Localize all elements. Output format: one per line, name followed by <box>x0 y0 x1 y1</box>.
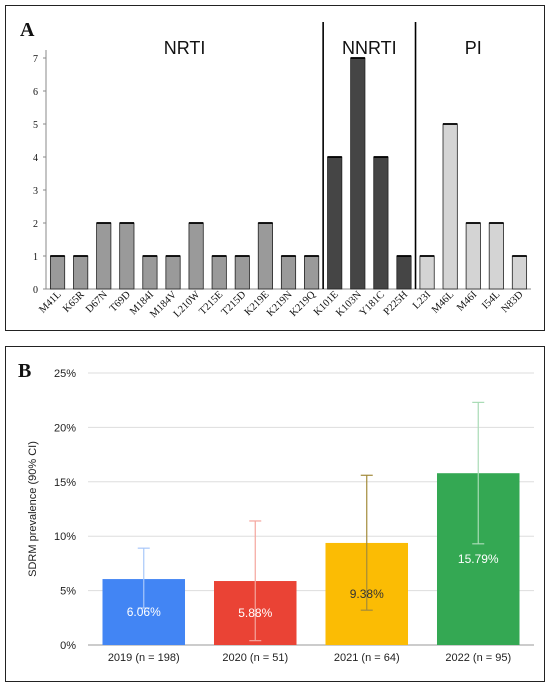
bar <box>465 222 481 290</box>
x-tick-label: M46L <box>430 289 456 315</box>
y-tick-label: 5 <box>33 120 38 131</box>
bar <box>257 222 273 290</box>
y-tick-label: 0% <box>60 640 76 652</box>
y-tick-label: 1 <box>33 252 38 263</box>
bar <box>280 255 297 290</box>
bar <box>49 255 66 290</box>
y-tick-label: 10% <box>54 531 76 543</box>
y-tick-label: 0 <box>33 285 38 296</box>
group-title: PI <box>465 38 482 58</box>
bar <box>234 255 250 290</box>
y-tick-label: 4 <box>33 153 38 164</box>
x-tick-label: N83D <box>500 289 526 315</box>
bar <box>188 222 204 290</box>
data-label: 5.88% <box>238 606 272 620</box>
data-label: 15.79% <box>458 552 499 566</box>
x-tick-label: K65R <box>61 289 87 315</box>
sdrm-prevalence-chart: B 0% 5% 10% 15% 20% 25% SDRM prevalence (90% CI… <box>18 360 534 664</box>
bar <box>511 255 528 290</box>
bar <box>211 255 227 290</box>
x-tick-label: Y181C <box>358 289 387 318</box>
x-tick-label: M41L <box>37 289 63 315</box>
group-title: NRTI <box>164 38 206 58</box>
bar <box>488 222 504 290</box>
x-tick-label: P225H <box>382 289 411 318</box>
y-tick-label: 25% <box>54 368 76 380</box>
x-tick-label: K219Q <box>288 289 318 319</box>
panel-b: B 0% 5% 10% 15% 20% 25% SDRM prevalence (90% CI… <box>5 346 545 682</box>
y-axis-label: SDRM prevalence (90% CI) <box>27 441 39 577</box>
bar <box>73 255 89 290</box>
y-tick-label: 5% <box>60 586 76 598</box>
x-tick-label: L210W <box>172 289 203 320</box>
y-tick-label: 3 <box>33 186 38 197</box>
group-title: NNRTI <box>342 38 397 58</box>
y-tick-label: 2 <box>33 219 38 230</box>
bar <box>419 255 435 290</box>
panel-a: A 0 1 2 3 4 5 6 7 NRTI NNRTI PI M41L K65R D67N T69D M184… <box>5 5 545 331</box>
bar <box>442 123 458 290</box>
x-tick-label: 2021 (n = 64) <box>334 652 400 664</box>
bar <box>350 57 366 290</box>
x-tick-label: 2022 (n = 95) <box>445 652 511 664</box>
y-tick-label: 6 <box>33 87 38 98</box>
bar <box>304 255 320 290</box>
y-tick-label: 20% <box>54 422 76 434</box>
x-tick-label: T215D <box>220 289 249 318</box>
data-label: 6.06% <box>127 605 161 619</box>
x-tick-label: 2019 (n = 198) <box>108 652 180 664</box>
panel-label: B <box>18 360 31 382</box>
bar <box>165 255 181 290</box>
x-tick-label: K103N <box>334 289 364 319</box>
y-tick-label: 15% <box>54 477 76 489</box>
x-tick-label: 2020 (n = 51) <box>222 652 288 664</box>
x-tick-label: D67N <box>84 289 110 315</box>
y-tick-label: 7 <box>33 54 38 65</box>
bar <box>373 156 389 290</box>
bar <box>119 222 135 290</box>
bar <box>96 222 112 290</box>
data-label: 9.38% <box>350 587 384 601</box>
bar <box>327 156 343 290</box>
x-tick-label: M46I <box>455 289 480 314</box>
bar <box>396 255 412 290</box>
panel-label: A <box>20 19 35 41</box>
bar <box>142 255 158 290</box>
